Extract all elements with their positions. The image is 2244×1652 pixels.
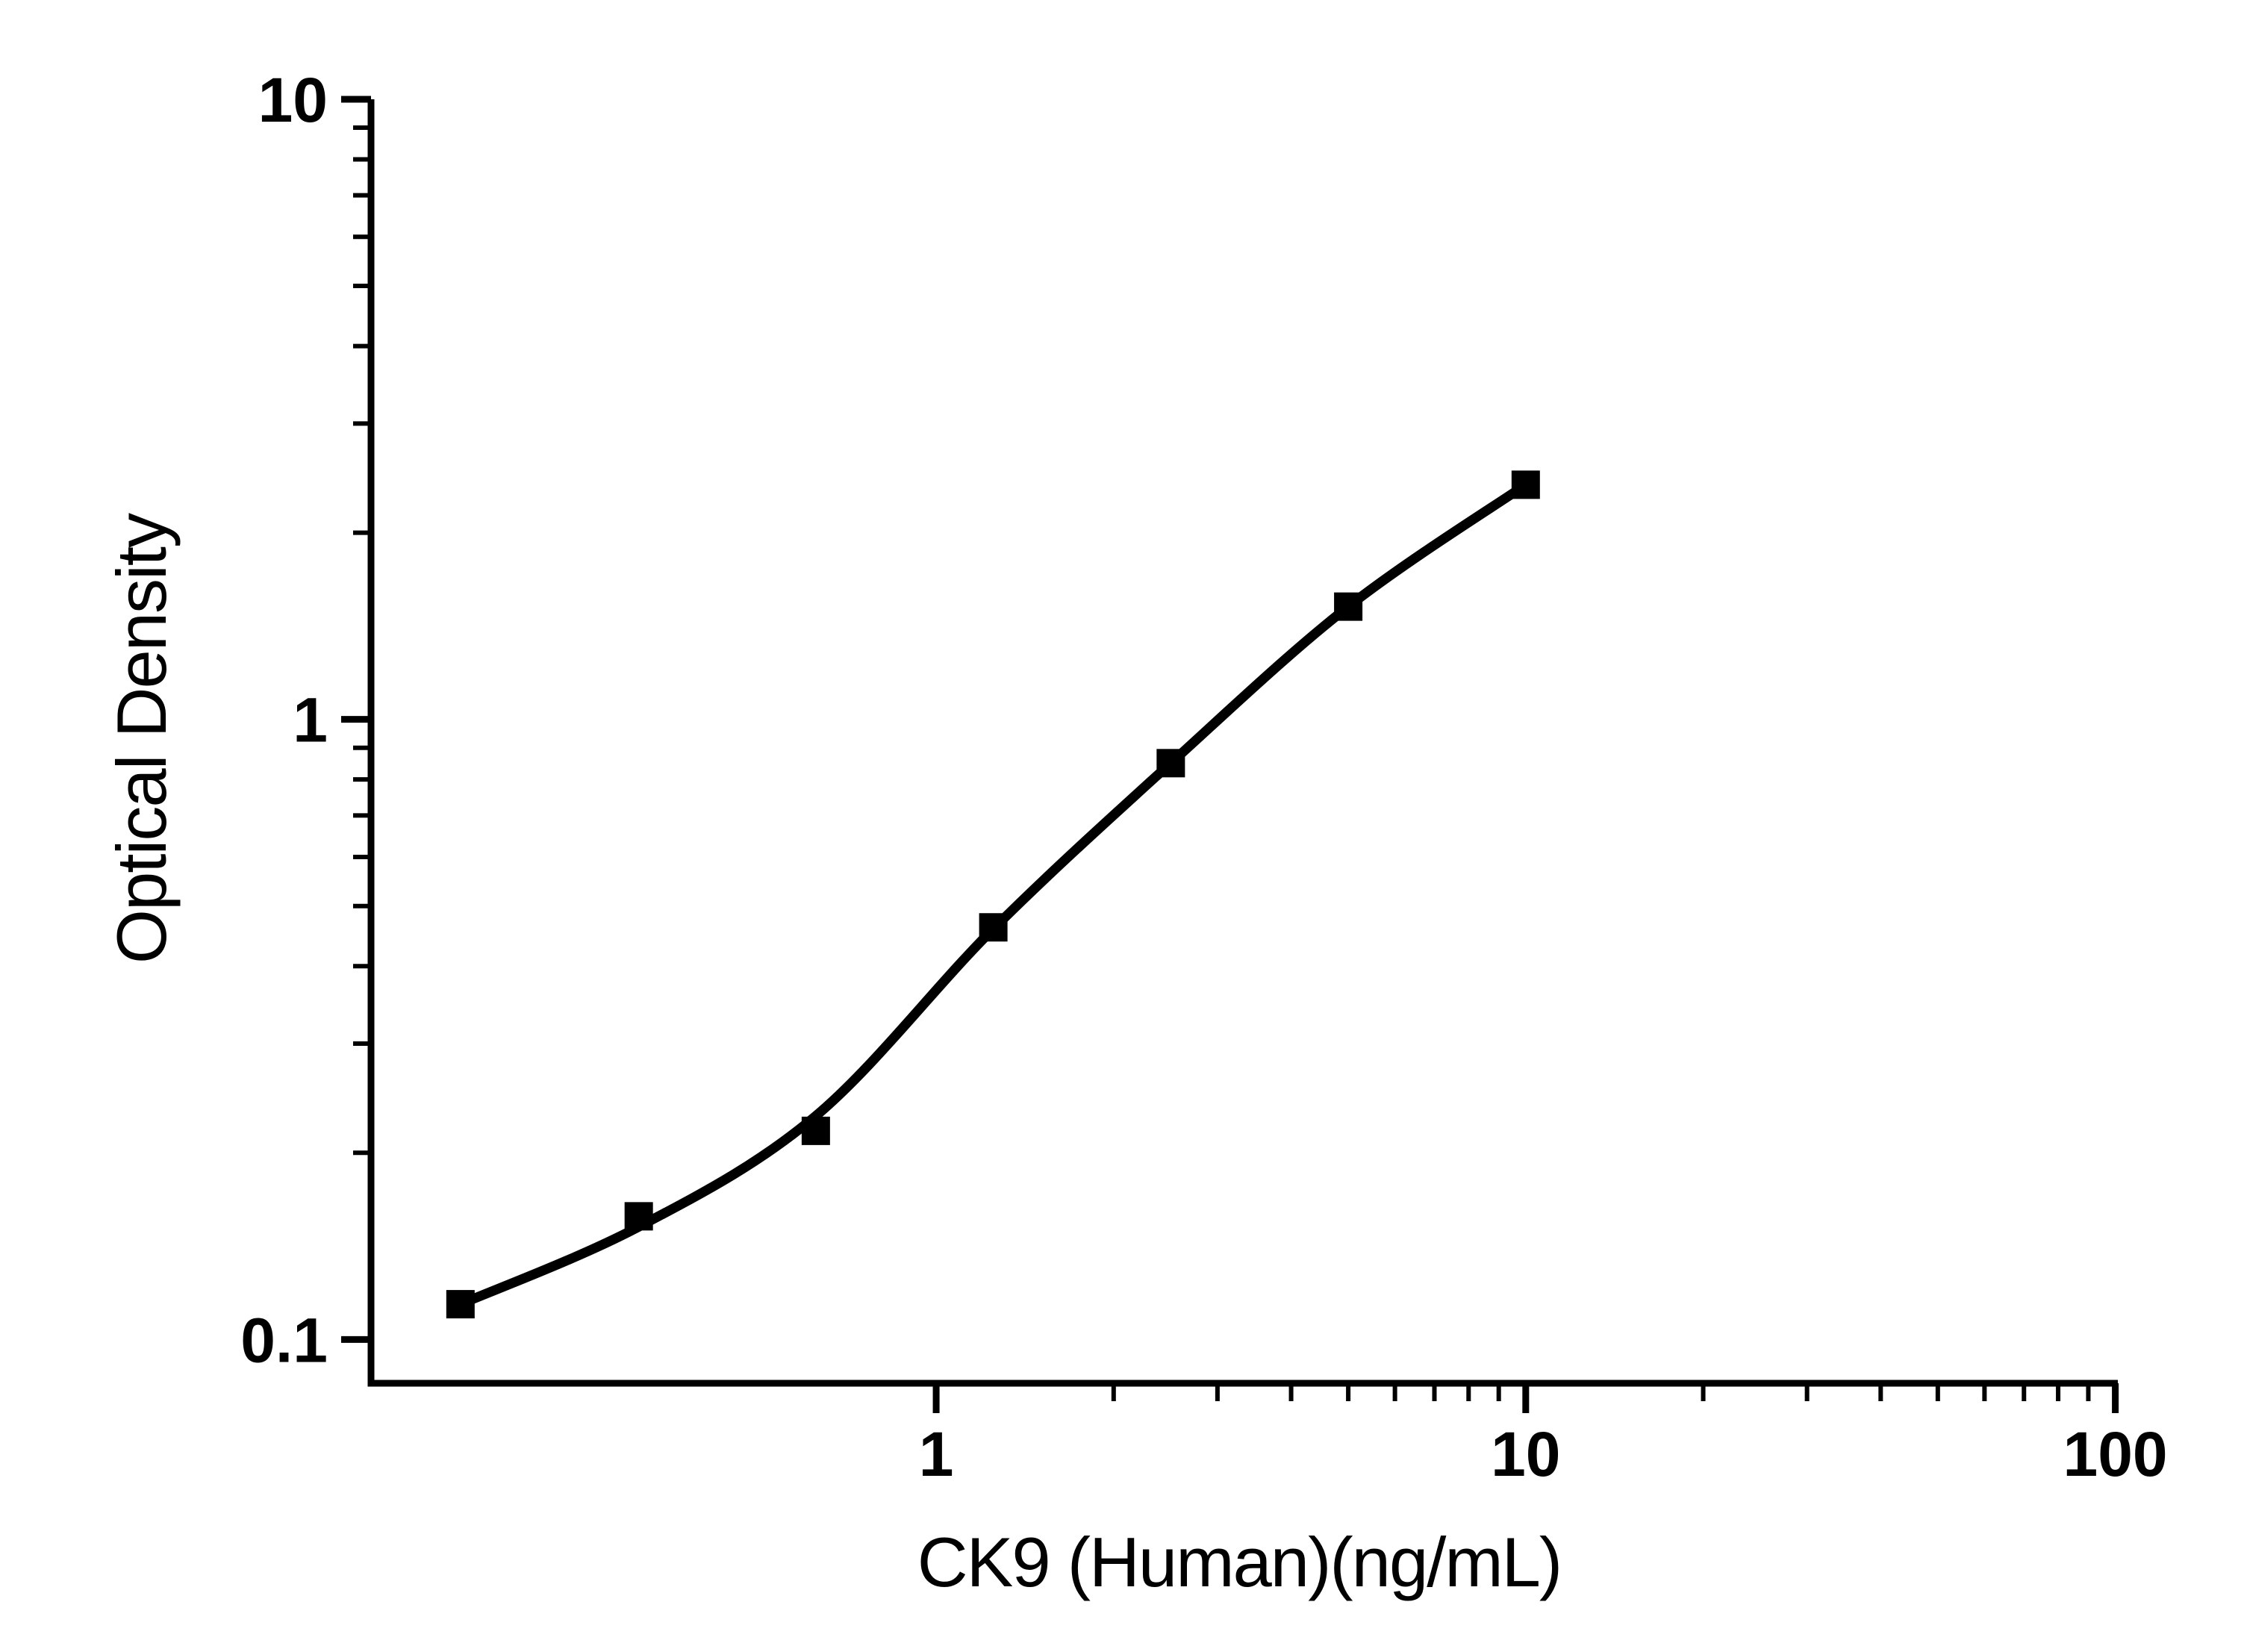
series-layer xyxy=(446,470,1540,1319)
x-axis-title: CK9 (Human)(ng/mL) xyxy=(917,1523,1561,1601)
y-axis-tick-label: 0.1 xyxy=(240,1305,328,1375)
data-point-marker xyxy=(446,1290,475,1319)
x-axis-tick-label: 1 xyxy=(919,1419,954,1489)
x-axis-tick-label: 10 xyxy=(1491,1419,1560,1489)
data-point-marker xyxy=(979,913,1008,942)
x-axis-tick-label: 100 xyxy=(2063,1419,2168,1489)
data-point-marker xyxy=(1156,749,1185,778)
fit-curve xyxy=(455,479,1531,1309)
y-axis: 0.1 1 10 xyxy=(240,65,375,1387)
data-point-marker xyxy=(801,1116,830,1145)
data-point-marker xyxy=(1334,592,1363,621)
y-axis-title: Optical Density xyxy=(102,513,181,964)
data-point-marker xyxy=(624,1202,653,1231)
y-axis-tick-label: 10 xyxy=(258,65,328,135)
y-axis-tick-label: 1 xyxy=(293,685,328,755)
data-point-marker xyxy=(1511,470,1540,499)
x-axis: 1 10 100 xyxy=(367,1380,2168,1489)
